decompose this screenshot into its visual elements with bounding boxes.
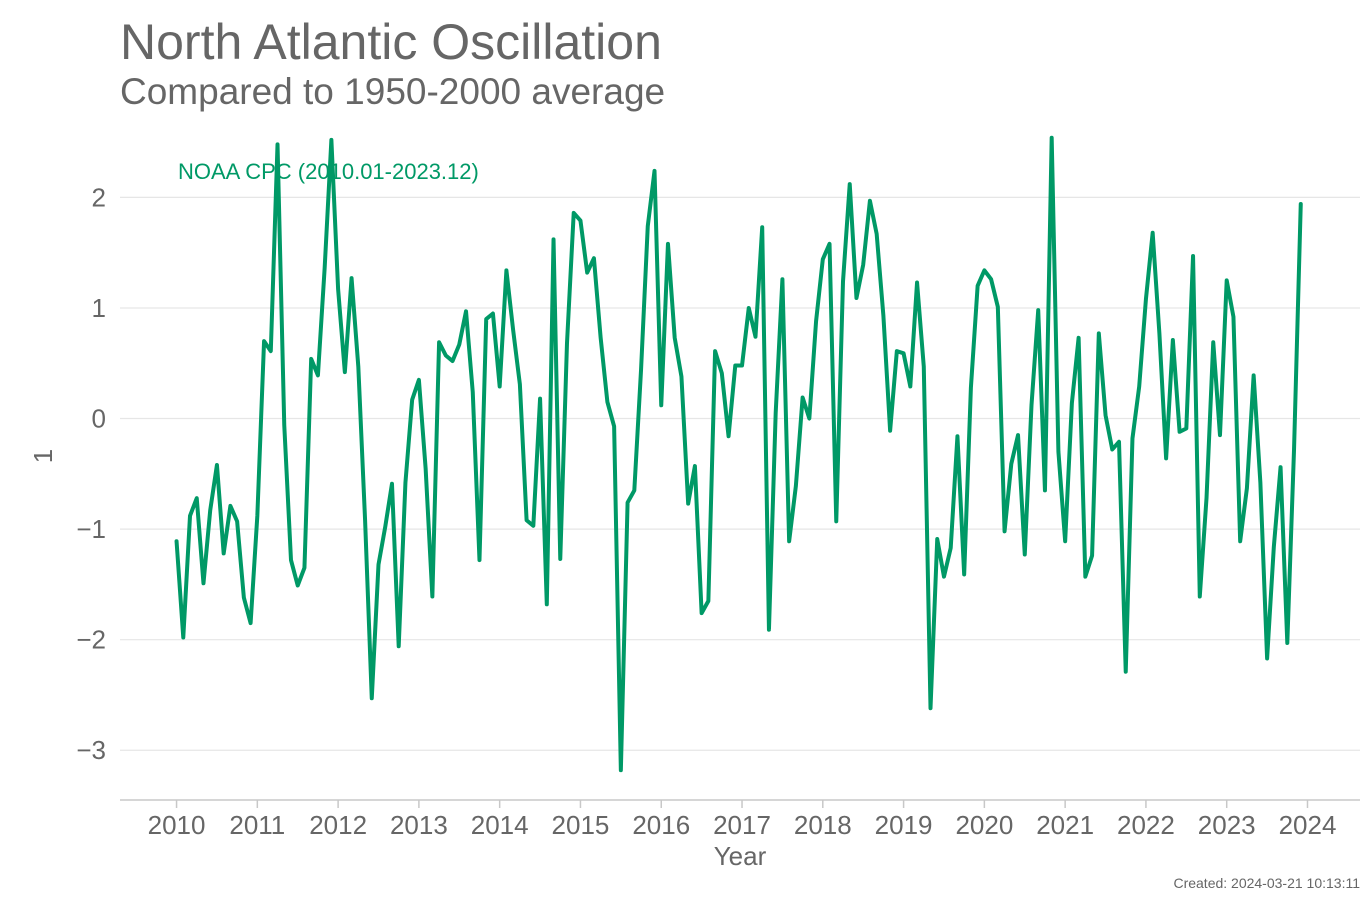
y-axis-title: 1: [28, 449, 58, 463]
x-tick-label: 2013: [390, 810, 448, 840]
series-layer: [174, 135, 1303, 773]
x-tick-label: 2015: [552, 810, 610, 840]
x-tick-label: 2018: [794, 810, 852, 840]
x-tick-label: 2024: [1279, 810, 1337, 840]
x-tick-label: 2010: [148, 810, 206, 840]
x-tick-label: 2012: [309, 810, 367, 840]
x-axis-ticks: 2010 2011 2012 2013 2014 2015 2016 2017 2018 2019…: [148, 800, 1337, 840]
y-tick-label: −2: [76, 625, 106, 655]
x-tick-label: 2022: [1117, 810, 1175, 840]
x-tick-label: 2017: [713, 810, 771, 840]
x-axis-title: Year: [714, 841, 767, 871]
y-tick-label: −1: [76, 514, 106, 544]
x-tick-label: 2023: [1198, 810, 1256, 840]
x-tick-label: 2019: [875, 810, 933, 840]
series-label: NOAA CPC (2010.01-2023.12): [178, 159, 479, 184]
x-tick-label: 2016: [632, 810, 690, 840]
x-tick-label: 2021: [1036, 810, 1094, 840]
x-tick-label: 2014: [471, 810, 529, 840]
y-tick-label: −3: [76, 735, 106, 765]
y-tick-label: 1: [92, 293, 106, 323]
created-timestamp: Created: 2024-03-21 10:13:11: [1173, 875, 1360, 891]
x-tick-label: 2020: [955, 810, 1013, 840]
y-axis-ticks: 2 1 0 −1 −2 −3: [76, 182, 106, 765]
chart-title: North Atlantic Oscillation: [120, 14, 662, 70]
y-tick-label: 0: [92, 404, 106, 434]
chart-subtitle: Compared to 1950-2000 average: [120, 71, 666, 112]
x-tick-label: 2011: [229, 810, 285, 840]
y-tick-label: 2: [92, 182, 106, 212]
series-line: [174, 135, 1303, 773]
